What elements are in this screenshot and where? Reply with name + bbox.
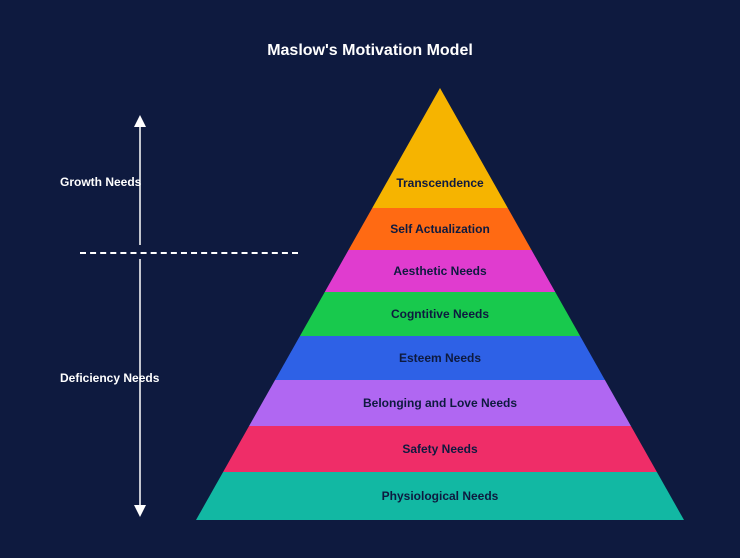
pyramid-band-physiological: Physiological Needs: [196, 472, 684, 520]
band-label: Self Actualization: [390, 222, 490, 236]
pyramid-band-self-actualization: Self Actualization: [196, 208, 684, 250]
band-label: Esteem Needs: [399, 351, 481, 365]
band-label: Belonging and Love Needs: [363, 396, 517, 410]
side-annotation: Growth Needs Deficiency Needs: [80, 115, 250, 505]
pyramid-band-cognitive: Cogntitive Needs: [196, 292, 684, 336]
pyramid-band-aesthetic: Aesthetic Needs: [196, 250, 684, 292]
pyramid-band-safety: Safety Needs: [196, 426, 684, 472]
band-label: Safety Needs: [402, 442, 477, 456]
band-label: Transcendence: [396, 176, 483, 190]
band-label: Cogntitive Needs: [391, 307, 489, 321]
maslow-pyramid: Transcendence Self Actualization Aesthet…: [196, 88, 684, 520]
band-label: Physiological Needs: [382, 489, 499, 503]
diagram-title: Maslow's Motivation Model: [0, 42, 740, 60]
deficiency-needs-label: Deficiency Needs: [60, 371, 200, 385]
pyramid-band-transcendence: Transcendence: [196, 88, 684, 208]
pyramid-band-esteem: Esteem Needs: [196, 336, 684, 380]
growth-needs-label: Growth Needs: [60, 175, 180, 189]
band-label: Aesthetic Needs: [393, 264, 486, 278]
pyramid-band-belonging: Belonging and Love Needs: [196, 380, 684, 426]
